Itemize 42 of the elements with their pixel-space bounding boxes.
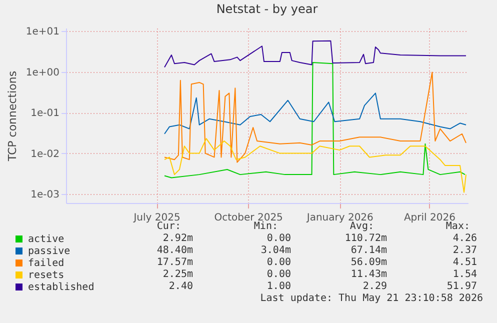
text: Cur: bbox=[156, 221, 181, 232]
text: 0.00 bbox=[266, 269, 291, 280]
legend-label: resets bbox=[28, 270, 64, 281]
legend-label: failed bbox=[28, 258, 64, 269]
text: 1.00 bbox=[266, 281, 291, 292]
legend-label: active bbox=[28, 234, 64, 245]
text: Last update: Thu May 21 23:10:58 2026 bbox=[260, 293, 483, 304]
text: Avg: bbox=[350, 221, 374, 232]
text: 2.37 bbox=[452, 245, 477, 256]
text: 4.51 bbox=[452, 257, 477, 268]
y-tick-label: 1e-03 bbox=[30, 189, 60, 200]
text: 1.54 bbox=[452, 269, 477, 280]
text: 17.57m bbox=[156, 257, 193, 268]
text: 2.92m bbox=[162, 233, 193, 244]
text: 0.00 bbox=[266, 257, 291, 268]
text: Min: bbox=[254, 221, 278, 232]
text: 3.04m bbox=[260, 245, 291, 256]
y-tick-label: 1e-02 bbox=[30, 148, 60, 160]
line-series bbox=[164, 40, 467, 68]
y-tick-label: 1e-01 bbox=[30, 108, 60, 120]
text: 2.29 bbox=[362, 281, 387, 292]
text: 110.72m bbox=[344, 233, 387, 244]
text: 2.40 bbox=[168, 281, 193, 292]
text: 11.43m bbox=[350, 269, 387, 280]
text: 48.40m bbox=[156, 245, 193, 256]
line-series bbox=[164, 62, 466, 178]
text: Max: bbox=[446, 221, 470, 232]
chart-title: Netstat - by year bbox=[216, 2, 318, 16]
legend-label: passive bbox=[28, 246, 70, 257]
text: 67.14m bbox=[350, 245, 387, 256]
text: 56.09m bbox=[350, 257, 387, 268]
y-axis-title: TCP connections bbox=[6, 70, 19, 162]
text: 0.00 bbox=[266, 233, 291, 244]
y-tick-label: 1e+01 bbox=[26, 26, 60, 38]
line-series bbox=[164, 92, 467, 134]
y-tick-label: 1e+00 bbox=[26, 67, 60, 78]
text: 4.26 bbox=[452, 233, 477, 244]
line-series bbox=[164, 72, 467, 163]
text: 51.97 bbox=[446, 281, 477, 292]
line-series bbox=[164, 138, 467, 193]
legend-label: established bbox=[28, 282, 94, 293]
text: 2.25m bbox=[162, 269, 193, 280]
